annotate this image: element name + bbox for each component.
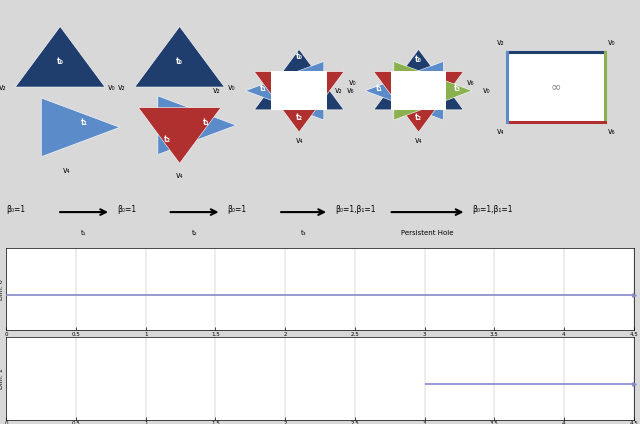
Polygon shape	[246, 61, 324, 120]
Bar	[271, 71, 327, 111]
Polygon shape	[138, 108, 221, 163]
Text: β₀=1: β₀=1	[227, 206, 246, 215]
Text: β₀=1,β₁=1: β₀=1,β₁=1	[472, 206, 513, 215]
Text: t₀: t₀	[176, 57, 183, 66]
Text: v₀: v₀	[227, 83, 235, 92]
Text: v₄: v₄	[176, 171, 184, 180]
Text: t₁: t₁	[81, 118, 88, 127]
Text: v₂: v₂	[118, 83, 126, 92]
Polygon shape	[135, 27, 225, 87]
Y-axis label: Dim: 1: Dim: 1	[0, 368, 4, 389]
Text: β₀=1: β₀=1	[117, 206, 136, 215]
Text: t₀: t₀	[296, 53, 303, 61]
Text: ∞: ∞	[551, 81, 561, 94]
Polygon shape	[365, 61, 444, 120]
Text: t₂: t₂	[415, 114, 422, 123]
Text: t₂: t₂	[192, 230, 197, 236]
Text: v₂: v₂	[335, 86, 342, 95]
Text: t₃: t₃	[454, 84, 461, 93]
Text: t₃: t₃	[301, 230, 307, 236]
Text: v₄: v₄	[497, 127, 504, 136]
Polygon shape	[374, 72, 463, 132]
Text: t₀: t₀	[57, 57, 63, 66]
Polygon shape	[374, 49, 463, 110]
Bar	[507, 52, 605, 122]
Text: v₀: v₀	[608, 38, 616, 47]
Polygon shape	[15, 27, 105, 87]
Text: v₄: v₄	[415, 137, 422, 145]
Text: v₄: v₄	[62, 165, 70, 175]
Text: t₁: t₁	[203, 118, 210, 127]
Text: v₂: v₂	[497, 38, 504, 47]
Text: v₀: v₀	[349, 78, 356, 87]
Text: t₂: t₂	[164, 135, 171, 144]
Text: β₀=1,β₁=1: β₀=1,β₁=1	[335, 206, 376, 215]
Polygon shape	[158, 96, 236, 154]
Text: t₂: t₂	[296, 114, 303, 123]
Polygon shape	[254, 49, 344, 110]
Text: v₂: v₂	[0, 83, 6, 92]
Text: v₆: v₆	[347, 86, 355, 95]
Text: v₀: v₀	[483, 86, 490, 95]
Text: v₀: v₀	[108, 83, 116, 92]
Text: v₆: v₆	[467, 78, 474, 87]
Y-axis label: Dim: 0: Dim: 0	[0, 279, 4, 299]
Text: t₁: t₁	[260, 84, 267, 93]
Text: v₂: v₂	[212, 86, 220, 95]
Bar	[391, 71, 446, 111]
Text: t₀: t₀	[415, 55, 422, 64]
Text: t₁: t₁	[376, 84, 383, 93]
Text: v₆: v₆	[608, 127, 616, 136]
Text: v₄: v₄	[295, 137, 303, 145]
Text: t₁: t₁	[81, 230, 87, 236]
Polygon shape	[254, 72, 344, 132]
Polygon shape	[42, 98, 120, 156]
Text: Persistent Hole: Persistent Hole	[401, 230, 454, 236]
Polygon shape	[394, 61, 472, 120]
Text: β₀=1: β₀=1	[6, 206, 26, 215]
